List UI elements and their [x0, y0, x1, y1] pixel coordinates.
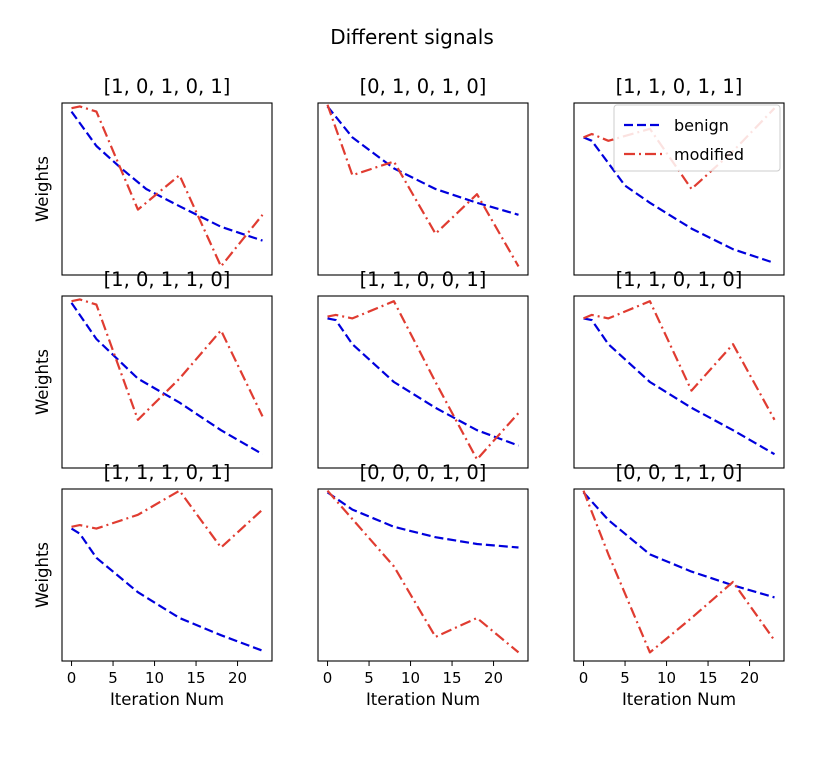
legend-label-modified: modified — [674, 145, 744, 164]
panel-3: [1, 1, 0, 1, 1] benign modified — [573, 75, 785, 276]
panel-title: [1, 1, 0, 1, 1] — [616, 75, 743, 98]
panel-title: [1, 1, 0, 1, 0] — [616, 268, 743, 291]
series-modified-line — [326, 489, 520, 654]
y-axis-label: Weights — [33, 349, 52, 415]
x-tick-label: 20 — [228, 669, 247, 687]
plot-area — [318, 103, 528, 275]
series-modified-line — [327, 300, 520, 461]
series-modified-line — [583, 300, 776, 421]
x-tick-label: 5 — [364, 669, 374, 687]
x-tick-label: 20 — [484, 669, 503, 687]
series-benign-line — [70, 527, 263, 652]
legend-label-benign: benign — [674, 116, 729, 135]
panel-2: [0, 1, 0, 1, 0] — [317, 75, 529, 276]
series-benign-line — [582, 491, 775, 599]
panel-7: [1, 1, 1, 0, 1] Weights 0 5 10 15 20Iteration … — [33, 461, 273, 709]
plot-area — [62, 103, 272, 275]
x-tick-label: 15 — [699, 669, 718, 687]
x-axis-label: Iteration Num — [110, 690, 224, 709]
series-modified-line — [582, 490, 776, 654]
series-benign-line — [327, 317, 519, 447]
series-benign-line — [583, 136, 775, 265]
series-benign-line — [70, 302, 264, 456]
plot-frame — [573, 295, 785, 469]
y-axis-label: Weights — [33, 542, 52, 608]
x-tick-label: 5 — [620, 669, 630, 687]
x-axis-label: Iteration Num — [366, 690, 480, 709]
plot-area — [574, 489, 784, 661]
plot-frame — [61, 488, 273, 662]
series-modified-line — [71, 105, 264, 268]
plot-frame — [573, 488, 785, 662]
series-benign-line — [70, 110, 263, 242]
x-tick-label: 15 — [443, 669, 462, 687]
x-tick-label: 15 — [187, 669, 206, 687]
plot-frame — [317, 295, 529, 469]
x-tick-label: 0 — [67, 669, 77, 687]
x-tick-label: 0 — [323, 669, 333, 687]
panel-title: [1, 1, 1, 0, 1] — [104, 461, 231, 484]
series-benign-line — [326, 105, 519, 216]
plot-frame — [317, 488, 529, 662]
plot-frame — [61, 102, 273, 276]
x-tick-label: 10 — [401, 669, 420, 687]
panels: [1, 0, 1, 0, 1] Weights [0, 1, 0, 1, 0] [1,… — [33, 75, 785, 709]
panel-title: [0, 0, 1, 1, 0] — [616, 461, 743, 484]
panel-title: [1, 0, 1, 0, 1] — [104, 75, 231, 98]
panel-title: [1, 1, 0, 0, 1] — [360, 268, 487, 291]
plot-area — [318, 489, 528, 661]
panel-title: [0, 0, 0, 1, 0] — [360, 461, 487, 484]
series-modified-line — [71, 489, 264, 549]
plot-area — [62, 296, 272, 468]
panel-4: [1, 0, 1, 1, 0] Weights — [33, 268, 273, 469]
panel-1: [1, 0, 1, 0, 1] Weights — [33, 75, 273, 276]
panel-5: [1, 1, 0, 0, 1] — [317, 268, 529, 469]
plot-area — [318, 296, 528, 468]
x-tick-label: 0 — [579, 669, 589, 687]
series-benign-line — [583, 317, 776, 456]
panel-title: [1, 0, 1, 1, 0] — [104, 268, 231, 291]
panel-6: [1, 1, 0, 1, 0] — [573, 268, 785, 469]
x-tick-label: 10 — [145, 669, 164, 687]
plot-frame — [573, 102, 785, 276]
series-benign-line — [326, 491, 519, 549]
panel-title: [0, 1, 0, 1, 0] — [360, 75, 487, 98]
plot-frame — [61, 295, 273, 469]
series-modified-line — [71, 298, 264, 421]
figure-title: Different signals — [330, 25, 494, 49]
legend: benign modified — [613, 104, 781, 172]
y-axis-label: Weights — [33, 156, 52, 222]
x-axis-label: Iteration Num — [622, 690, 736, 709]
x-tick-label: 10 — [657, 669, 676, 687]
plot-frame — [317, 102, 529, 276]
x-tick-label: 5 — [108, 669, 118, 687]
x-tick-label: 20 — [740, 669, 759, 687]
plot-area — [62, 489, 272, 661]
